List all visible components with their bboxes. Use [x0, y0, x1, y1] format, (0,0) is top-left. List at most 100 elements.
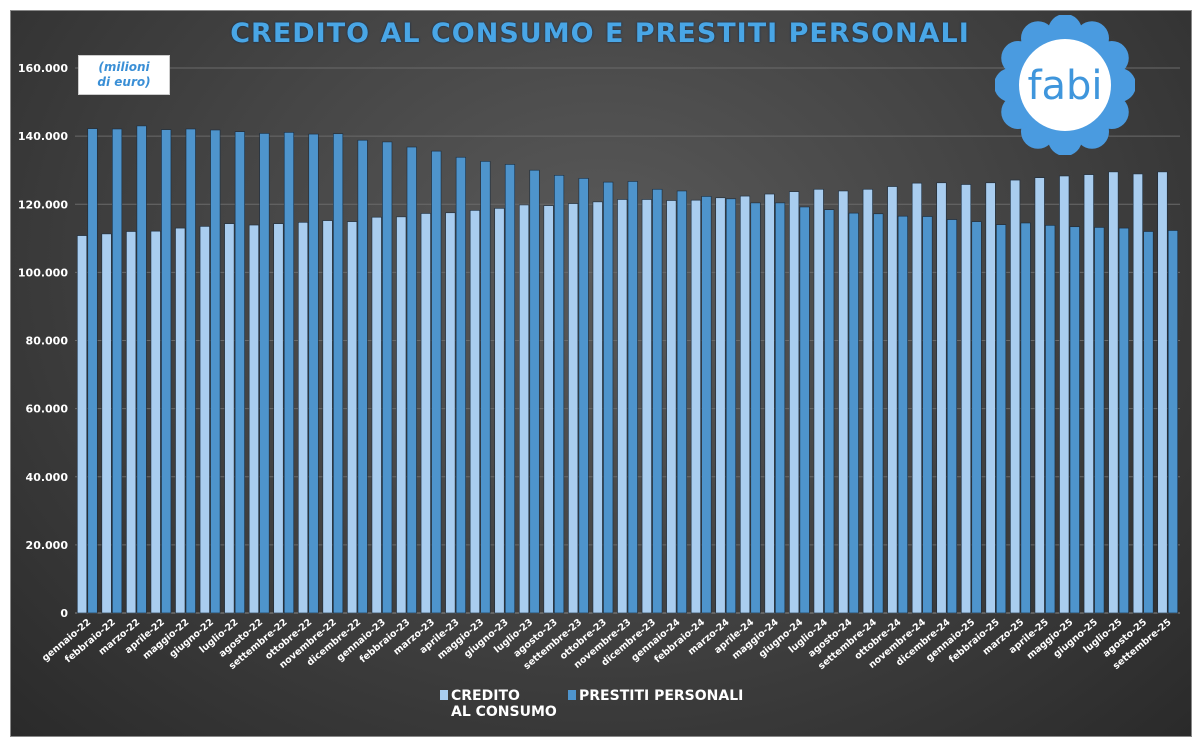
- chart-title: CREDITO AL CONSUMO E PRESTITI PERSONALI: [230, 18, 970, 49]
- bar-prestiti: [824, 209, 835, 614]
- bar-credito: [543, 205, 554, 614]
- bar-prestiti: [701, 196, 712, 614]
- legend-label-credito-2: AL CONSUMO: [451, 704, 557, 720]
- bar-prestiti: [848, 212, 859, 614]
- logo-petal: [995, 68, 1028, 102]
- bar-credito: [813, 188, 824, 614]
- bar-prestiti: [136, 125, 147, 614]
- bar-credito: [248, 224, 259, 614]
- y-tick-label: 60.000: [26, 403, 69, 416]
- bar-prestiti: [210, 129, 221, 614]
- bar-credito: [469, 210, 480, 614]
- bar-credito: [764, 193, 775, 614]
- bar-prestiti: [87, 128, 98, 614]
- bar-prestiti: [455, 156, 466, 614]
- logo-petal: [1102, 68, 1135, 102]
- bar-credito: [592, 201, 603, 614]
- bar-prestiti: [775, 202, 786, 614]
- bar-prestiti: [1167, 230, 1179, 614]
- bar-prestiti: [725, 198, 737, 614]
- bar-credito: [396, 216, 407, 614]
- bar-credito: [715, 197, 726, 614]
- bar-prestiti: [480, 161, 491, 614]
- bar-prestiti: [333, 133, 344, 614]
- bar-credito: [76, 235, 88, 614]
- bar-prestiti: [922, 216, 933, 614]
- legend-swatch-prestiti: [568, 690, 576, 700]
- bar-prestiti: [652, 188, 663, 614]
- bar-credito: [518, 204, 530, 614]
- y-axis-ticks: 0 20.000 40.000 60.000 80.000 100.000 120.000 1…: [18, 62, 68, 620]
- bar-prestiti: [1069, 226, 1080, 614]
- bar-credito: [690, 199, 701, 614]
- bar-credito: [322, 220, 333, 614]
- bar-credito: [150, 230, 161, 614]
- legend-label-credito-1: CREDITO: [451, 688, 520, 704]
- logo-text: fabi: [1027, 63, 1102, 109]
- bar-prestiti: [750, 202, 761, 614]
- bar-prestiti: [799, 206, 810, 614]
- bar-credito: [1010, 179, 1021, 614]
- bar-credito: [1083, 174, 1094, 614]
- bar-credito: [887, 186, 898, 614]
- y-tick-label: 100.000: [18, 266, 68, 279]
- bar-prestiti: [161, 129, 172, 614]
- bar-credito: [617, 199, 628, 614]
- bar-credito: [1132, 173, 1143, 614]
- legend-label-prestiti: PRESTITI PERSONALI: [579, 688, 744, 704]
- bar-credito: [101, 233, 112, 614]
- bars: [76, 125, 1179, 614]
- bar-credito: [297, 222, 309, 614]
- fabi-logo: fabi: [995, 15, 1135, 155]
- y-tick-label: 160.000: [18, 62, 68, 75]
- logo-petal: [1048, 15, 1082, 48]
- bar-credito: [641, 199, 652, 614]
- bar-prestiti: [971, 221, 982, 614]
- bar-credito: [911, 182, 922, 614]
- bar-prestiti: [357, 139, 368, 614]
- bar-credito: [960, 184, 972, 614]
- bar-credito: [739, 195, 751, 614]
- bar-prestiti: [431, 150, 442, 614]
- bar-prestiti: [873, 213, 884, 614]
- bar-prestiti: [1094, 227, 1105, 614]
- x-axis-ticks: gennaio-22febbraio-22marzo-22aprile-22ma…: [40, 617, 1174, 672]
- gridlines: [75, 67, 1180, 614]
- logo-center: [1019, 39, 1111, 131]
- bar-credito: [666, 200, 677, 614]
- bar-credito: [175, 227, 186, 614]
- bar-credito: [445, 212, 456, 614]
- legend-item-credito: CREDITO AL CONSUMO: [440, 688, 557, 720]
- bar-credito: [789, 191, 800, 614]
- bar-prestiti: [234, 131, 245, 614]
- bar-credito: [1059, 175, 1070, 614]
- bar-credito: [1157, 171, 1168, 614]
- bar-prestiti: [578, 178, 589, 614]
- bar-credito: [1108, 171, 1119, 614]
- y-tick-label: 0: [60, 607, 68, 620]
- bar-prestiti: [529, 169, 540, 614]
- bar-credito: [1034, 177, 1045, 614]
- bar-credito: [126, 231, 137, 614]
- bar-prestiti: [897, 215, 908, 614]
- bar-prestiti: [406, 146, 417, 614]
- bar-prestiti: [996, 224, 1007, 614]
- bar-prestiti: [1045, 225, 1056, 614]
- bar-credito: [985, 182, 996, 614]
- y-tick-label: 120.000: [18, 198, 68, 211]
- y-tick-label: 80.000: [26, 335, 69, 348]
- bar-prestiti: [185, 128, 196, 614]
- bar-prestiti: [259, 133, 270, 614]
- bar-prestiti: [382, 141, 393, 614]
- bar-credito: [494, 208, 505, 614]
- bar-prestiti: [627, 181, 638, 614]
- units-label: (milioni di euro): [78, 55, 170, 95]
- y-tick-label: 20.000: [26, 539, 69, 552]
- bar-credito: [371, 216, 382, 614]
- bar-prestiti: [504, 164, 516, 614]
- bar-credito: [838, 190, 849, 614]
- bar-prestiti: [1143, 231, 1154, 614]
- y-tick-label: 40.000: [26, 471, 69, 484]
- legend-swatch-credito: [440, 690, 448, 700]
